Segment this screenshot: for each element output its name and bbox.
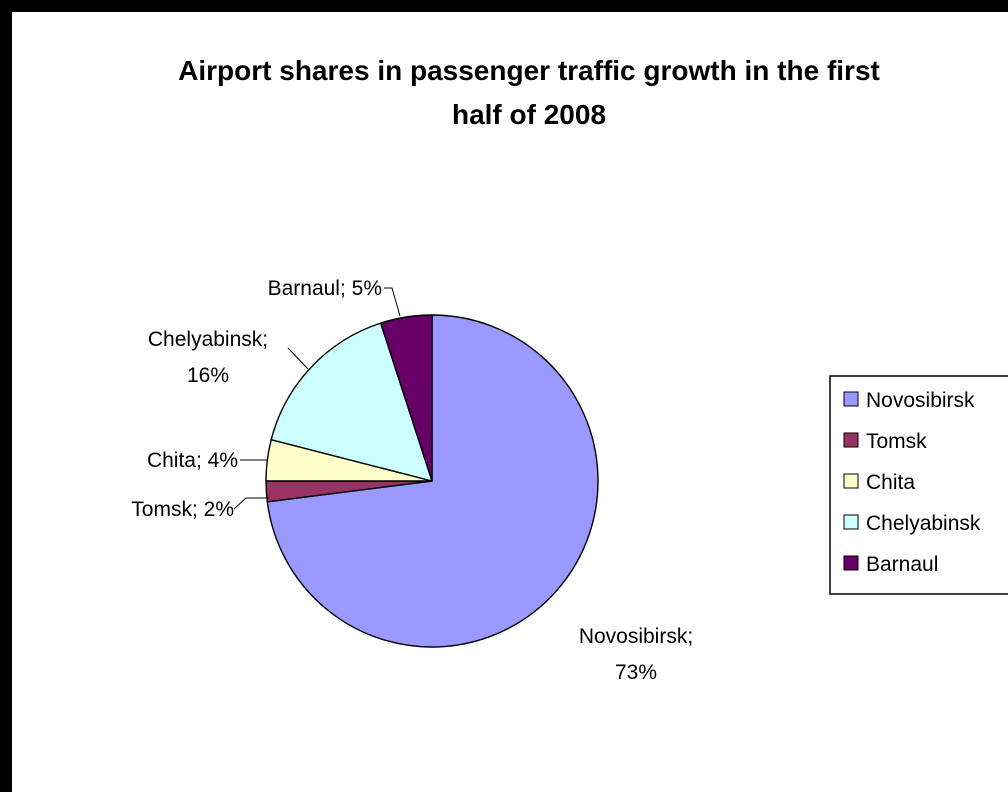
data-label-chelyabinsk-line-2: 16% [187, 364, 229, 387]
pie-slices [265, 314, 599, 648]
data-labels: Novosibirsk; 73% Tomsk; 2% Chita; 4% Chelyab… [131, 277, 693, 684]
legend-label-novosibirsk: Novosibirsk [866, 389, 975, 412]
data-label-barnaul: Barnaul; 5% [268, 277, 382, 300]
legend-label-tomsk: Tomsk [866, 430, 927, 453]
chart-title-line-1: Airport shares in passenger traffic grow… [178, 55, 880, 86]
leader-line-tomsk [233, 497, 269, 510]
pie-slice-chelyabinsk [270, 322, 433, 482]
data-label-chita: Chita; 4% [147, 449, 238, 472]
legend-swatch-tomsk [843, 432, 859, 448]
data-label-tomsk: Tomsk; 2% [131, 498, 234, 521]
data-label-novosibirsk-line-1: Novosibirsk; [579, 625, 693, 648]
legend-label-barnaul: Barnaul [866, 553, 938, 576]
leader-line-chelyabinsk [287, 347, 309, 370]
data-label-chelyabinsk-line-1: Chelyabinsk; [148, 328, 268, 351]
legend-box [829, 375, 1008, 595]
legend: Novosibirsk Tomsk Chita Chelyabinsk Barnaul [829, 375, 1008, 595]
pie-slice-barnaul [380, 314, 433, 482]
legend-label-chelyabinsk: Chelyabinsk [866, 512, 981, 535]
chart-title: Airport shares in passenger traffic grow… [178, 55, 880, 130]
leader-lines [233, 287, 401, 510]
pie-chart: Airport shares in passenger traffic grow… [131, 55, 1008, 684]
legend-swatch-barnaul [843, 555, 859, 571]
data-label-novosibirsk-line-2: 73% [615, 661, 657, 684]
leader-line-barnaul [384, 287, 401, 317]
legend-swatch-chelyabinsk [843, 514, 859, 530]
legend-label-chita: Chita [866, 471, 915, 494]
legend-swatch-novosibirsk [843, 391, 859, 407]
legend-swatch-chita [843, 473, 859, 489]
chart-title-line-2: half of 2008 [452, 99, 606, 130]
